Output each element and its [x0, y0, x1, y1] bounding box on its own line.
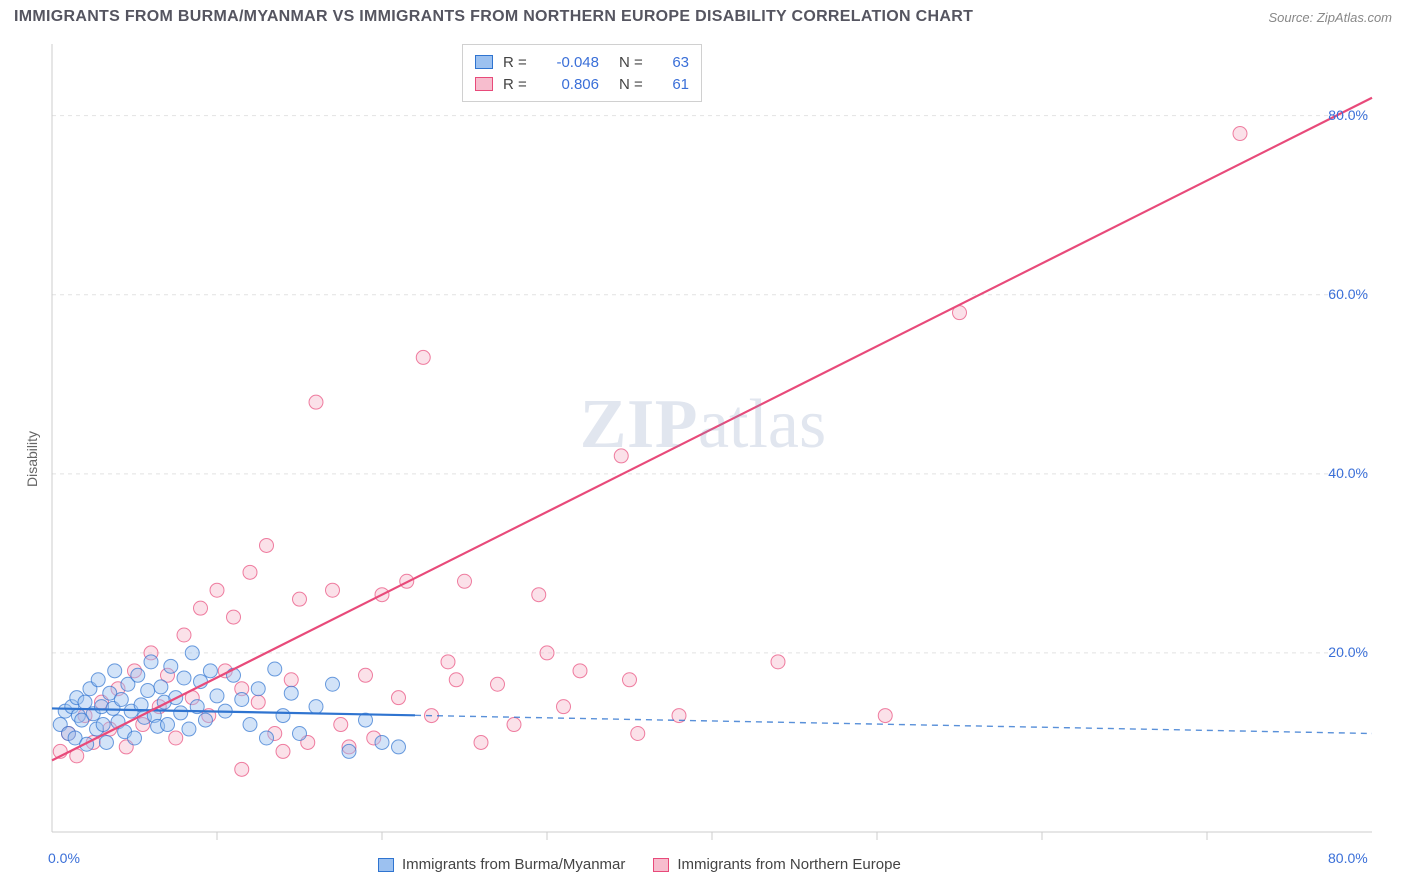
legend-stat-row: R =-0.048 N =63 [475, 51, 689, 73]
legend-series-item: Immigrants from Northern Europe [653, 856, 900, 873]
x-tick-label: 0.0% [48, 850, 80, 866]
source-label: Source: ZipAtlas.com [1268, 10, 1392, 25]
chart-title: IMMIGRANTS FROM BURMA/MYANMAR VS IMMIGRA… [14, 8, 973, 26]
legend-series: Immigrants from Burma/Myanmar Immigrants… [378, 856, 901, 873]
x-tick-label: 80.0% [1328, 850, 1368, 866]
y-tick-label: 60.0% [1314, 286, 1368, 302]
scatter-chart-svg [10, 36, 1396, 882]
y-tick-label: 20.0% [1314, 644, 1368, 660]
legend-stats: R =-0.048 N =63 R =0.806 N =61 [462, 44, 702, 102]
y-tick-label: 80.0% [1314, 107, 1368, 123]
legend-series-item: Immigrants from Burma/Myanmar [378, 856, 625, 873]
y-axis-label: Disability [24, 431, 40, 487]
y-tick-label: 40.0% [1314, 465, 1368, 481]
legend-stat-row: R =0.806 N =61 [475, 73, 689, 95]
chart-area: Disability ZIPatlas R =-0.048 N =63 R =0… [10, 36, 1396, 882]
